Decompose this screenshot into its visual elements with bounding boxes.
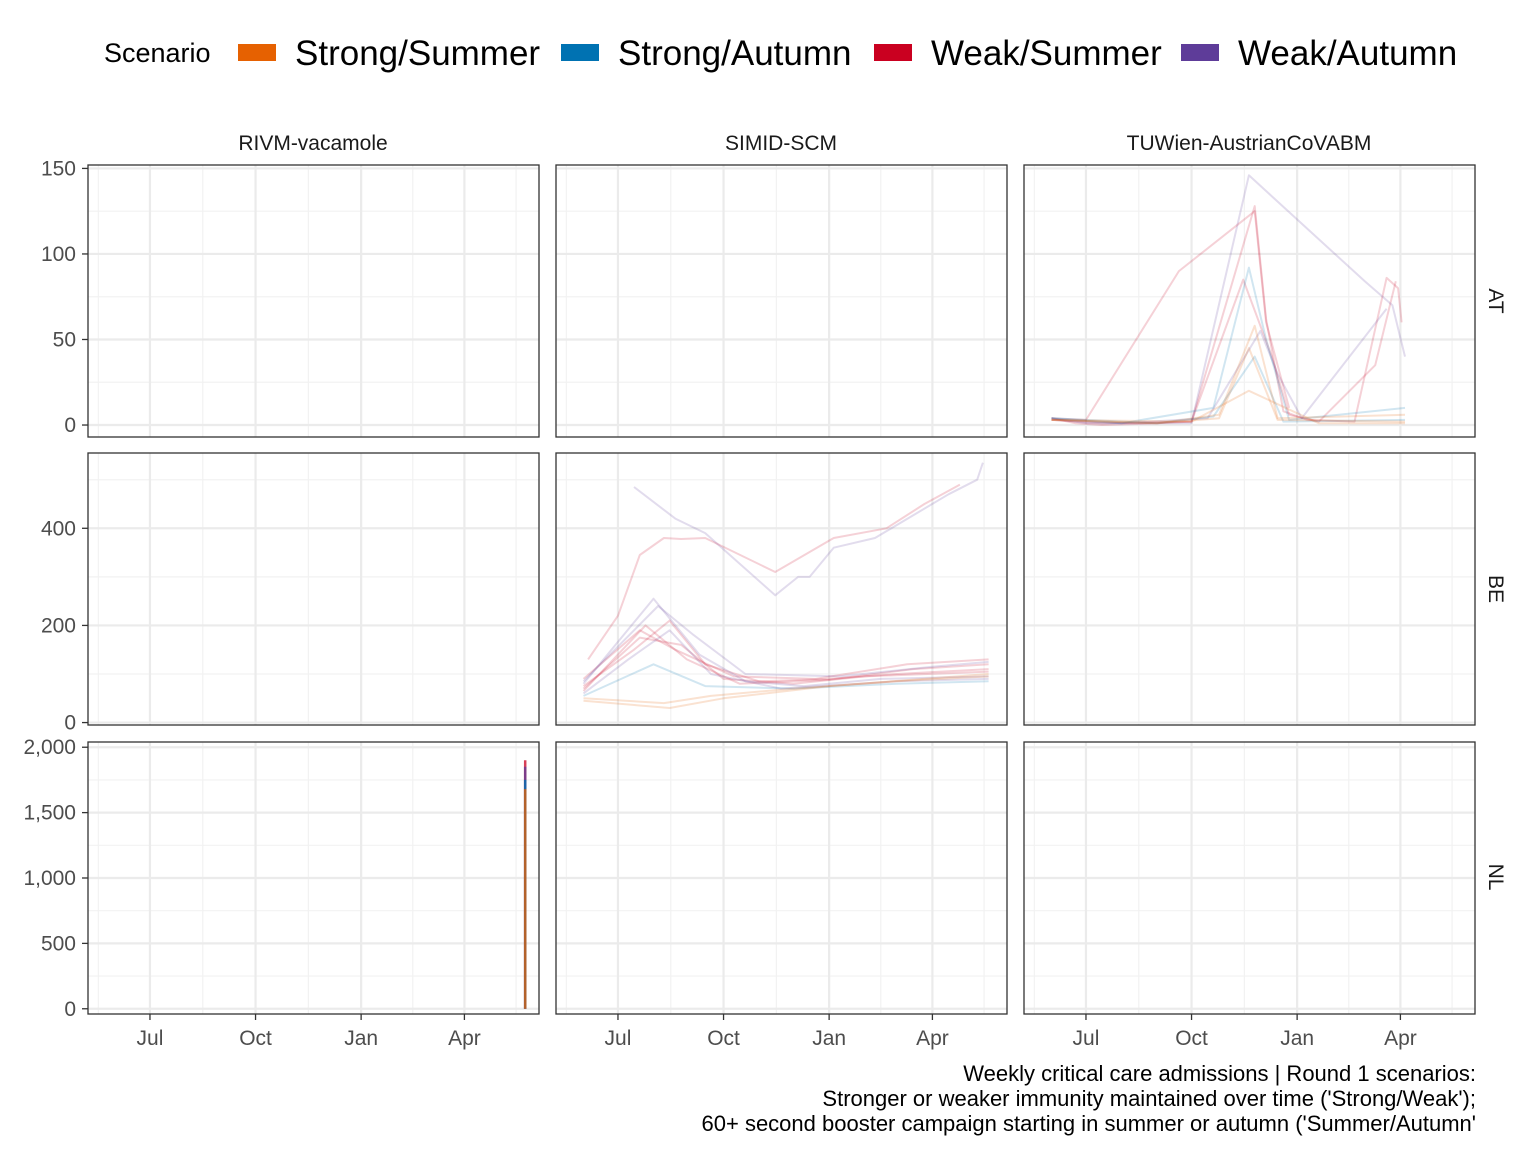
chart-caption: Weekly critical care admissions | Round … — [702, 1061, 1476, 1136]
legend-swatch-weak-summer — [874, 44, 912, 61]
series-line-strong-summer — [1051, 389, 1405, 425]
series-line-weak-autumn — [582, 629, 989, 695]
panel-border — [1023, 741, 1476, 1015]
series-line-strong-autumn — [1051, 266, 1406, 425]
x-tick-label: Jul — [137, 1027, 164, 1050]
series-line-strong-autumn — [1051, 355, 1406, 425]
y-tick-label-nl: 2,000 — [23, 736, 76, 759]
y-axes: 0 50 100 150 0 200 400 0 500 1,000 1,500 2,000 — [23, 157, 88, 1021]
row-strips: AT BE NL — [1484, 288, 1507, 890]
row-strip-nl: NL — [1484, 864, 1507, 891]
x-tick-label: Oct — [239, 1027, 272, 1050]
series-lines — [582, 462, 989, 709]
series-line-weak-autumn — [582, 597, 989, 688]
col-strip-simid-scm: SIMID-SCM — [725, 132, 837, 155]
series-line-weak-summer — [1051, 278, 1397, 425]
x-tick-label: Oct — [707, 1027, 740, 1050]
x-tick-label: Jul — [1073, 1027, 1100, 1050]
series-line-strong-autumn — [583, 663, 989, 697]
series-line-strong-summer — [1051, 347, 1406, 425]
series-line-weak-summer — [1051, 205, 1403, 426]
panel-border — [1023, 452, 1476, 726]
panel-background — [88, 453, 539, 725]
column-strips: RIVM-vacamole SIMID-SCM TUWien-AustrianC… — [238, 132, 1371, 155]
x-tick-label: Jul — [605, 1027, 632, 1050]
row-strip-at: AT — [1484, 288, 1507, 313]
series-line-weak-autumn — [582, 605, 989, 683]
col-strip-tuwien-austriancovabm: TUWien-AustrianCoVABM — [1127, 132, 1372, 155]
y-tick-label-at: 150 — [41, 157, 76, 180]
y-tick-label-be: 200 — [41, 614, 76, 637]
y-tick-label-nl: 1,500 — [23, 802, 76, 825]
series-line-weak-summer — [582, 629, 989, 680]
x-tick-label: Jan — [1280, 1027, 1314, 1050]
panel-border — [555, 741, 1008, 1015]
series-line-weak-summer — [582, 636, 989, 690]
y-tick-label-at: 100 — [41, 243, 76, 266]
series-line-weak-autumn — [1051, 308, 1388, 425]
x-tick-label: Apr — [916, 1027, 949, 1050]
panel-nl-tuwien-austriancovabm — [1023, 741, 1476, 1015]
panel-background — [1024, 165, 1475, 437]
caption-line-3: 60+ second booster campaign starting in … — [701, 1111, 1476, 1136]
caption-line-2: Stronger or weaker immunity maintained o… — [822, 1086, 1476, 1111]
series-line-weak-summer — [582, 624, 989, 692]
legend: Scenario Strong/Summer Strong/Autumn Wea… — [104, 34, 1457, 73]
legend-label-strong-summer: Strong/Summer — [295, 34, 540, 73]
y-tick-label-be: 400 — [41, 517, 76, 540]
x-axes: Jul Oct Jan Apr Jul Oct Jan Apr Jul Oct Jan Apr — [137, 1014, 1417, 1050]
panel-be-rivm-vacamole — [87, 452, 540, 726]
legend-label-weak-autumn: Weak/Autumn — [1238, 34, 1457, 73]
caption-line-1: Weekly critical care admissions | Round … — [963, 1061, 1476, 1086]
panel-border — [1023, 164, 1476, 438]
y-tick-label-at: 50 — [53, 328, 76, 351]
series-lines — [1051, 174, 1406, 426]
series-line-weak-summer — [1051, 210, 1291, 421]
x-tick-label: Apr — [1384, 1027, 1417, 1050]
legend-swatch-strong-summer — [238, 44, 276, 61]
panel-background — [556, 165, 1007, 437]
y-tick-label-nl: 1,000 — [23, 867, 76, 890]
panel-at-simid-scm — [555, 164, 1008, 438]
panel-at-rivm-vacamole — [87, 164, 540, 438]
panel-nl-rivm-vacamole — [87, 741, 540, 1015]
legend-title: Scenario — [104, 38, 211, 68]
panel-nl-simid-scm — [555, 741, 1008, 1015]
y-tick-label-nl: 500 — [41, 932, 76, 955]
panel-background — [1024, 453, 1475, 725]
y-tick-label-at: 0 — [64, 414, 76, 437]
x-tick-label: Apr — [448, 1027, 481, 1050]
legend-swatch-strong-autumn — [561, 44, 599, 61]
legend-swatch-weak-autumn — [1181, 44, 1219, 61]
legend-label-weak-summer: Weak/Summer — [931, 34, 1162, 73]
series-line-weak-autumn — [1051, 174, 1406, 425]
panel-border — [555, 164, 1008, 438]
panel-be-tuwien-austriancovabm — [1023, 452, 1476, 726]
series-line-strong-summer — [583, 673, 989, 709]
series-line-weak-summer — [582, 619, 989, 687]
panel-background — [88, 165, 539, 437]
y-tick-label-be: 0 — [64, 712, 76, 735]
series-line-weak-autumn — [633, 462, 984, 597]
panel-border — [87, 452, 540, 726]
x-tick-label: Jan — [344, 1027, 378, 1050]
panel-border — [555, 452, 1008, 726]
panel-be-simid-scm — [555, 452, 1008, 726]
x-tick-label: Jan — [812, 1027, 846, 1050]
col-strip-rivm-vacamole: RIVM-vacamole — [238, 132, 387, 155]
panel-at-tuwien-austriancovabm — [1023, 164, 1476, 438]
y-tick-label-nl: 0 — [64, 998, 76, 1021]
panel-grid — [87, 164, 1476, 1015]
legend-label-strong-autumn: Strong/Autumn — [618, 34, 851, 73]
series-line-weak-summer — [587, 483, 961, 660]
series-line-strong-summer — [583, 675, 989, 705]
panel-border — [87, 164, 540, 438]
series-line-strong-summer — [1051, 324, 1406, 425]
row-strip-be: BE — [1484, 575, 1507, 603]
x-tick-label: Oct — [1175, 1027, 1208, 1050]
